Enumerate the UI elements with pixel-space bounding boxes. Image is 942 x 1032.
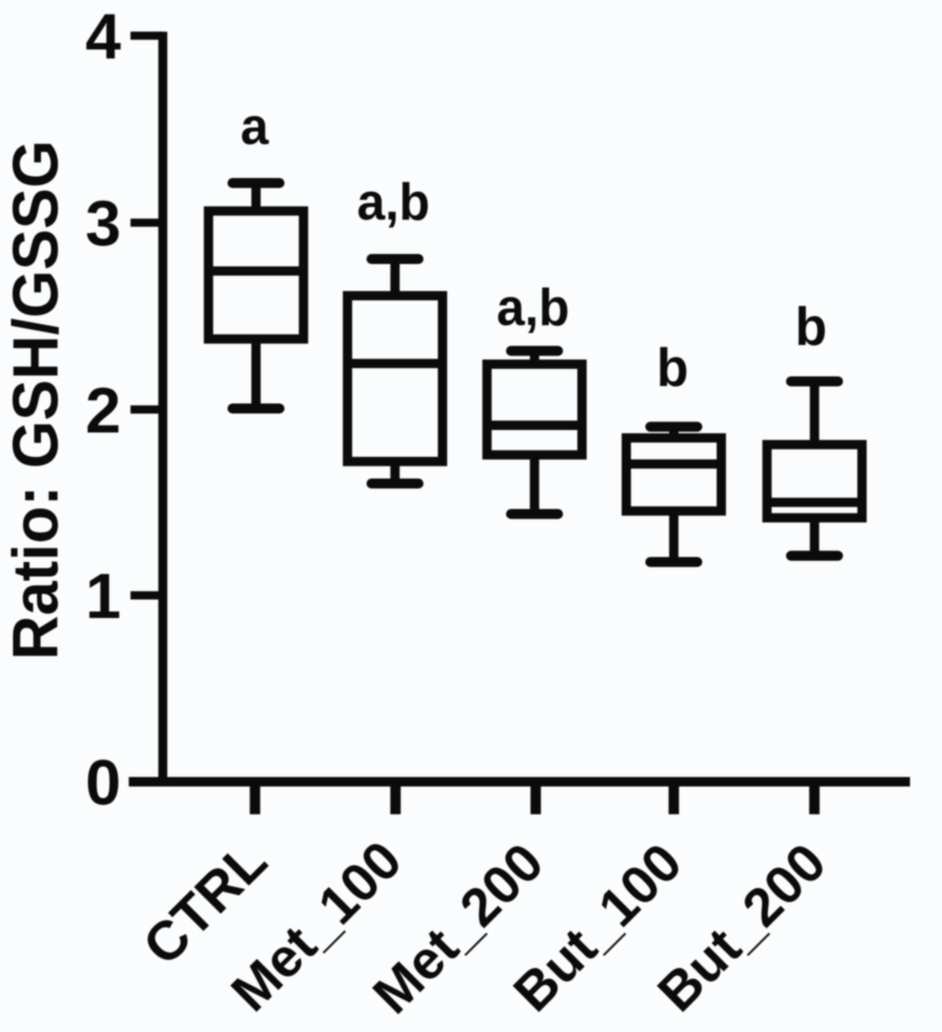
svg-text:Ratio: GSH/GSSG: Ratio: GSH/GSSG [1, 140, 72, 660]
svg-text:0: 0 [85, 747, 121, 819]
svg-text:a,b: a,b [357, 173, 430, 231]
svg-text:3: 3 [85, 188, 121, 260]
svg-text:a: a [240, 97, 269, 155]
svg-text:1: 1 [85, 560, 121, 632]
svg-text:b: b [656, 338, 688, 398]
svg-text:b: b [795, 297, 827, 357]
svg-text:4: 4 [85, 1, 121, 73]
svg-text:a,b: a,b [497, 278, 570, 336]
svg-text:2: 2 [85, 374, 121, 446]
